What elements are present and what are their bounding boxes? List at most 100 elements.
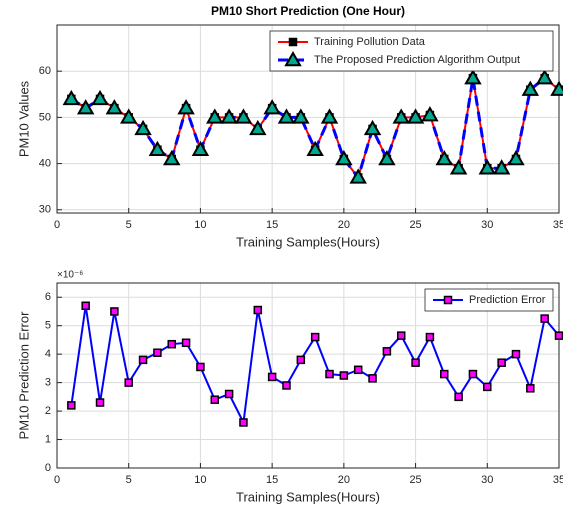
marker [148, 140, 167, 156]
chart-title: PM10 Short Prediction (One Hour) [211, 4, 405, 18]
legend-label: Prediction Error [469, 294, 546, 306]
marker [196, 362, 205, 372]
marker [95, 398, 105, 407]
marker [119, 108, 138, 124]
marker [282, 381, 291, 390]
marker [263, 99, 281, 115]
marker [296, 355, 306, 365]
marker [239, 418, 248, 427]
marker [105, 99, 124, 115]
marker [378, 149, 396, 166]
legend-label: The Proposed Prediction Algorithm Output [314, 54, 520, 66]
y-axis-label: PM10 Prediction Error [16, 311, 31, 440]
marker [81, 301, 90, 311]
marker [153, 348, 162, 357]
marker [363, 119, 382, 136]
y-tick-label: 6 [45, 291, 51, 303]
marker [454, 392, 463, 402]
marker [181, 338, 191, 348]
x-tick-label: 35 [553, 219, 563, 231]
marker [277, 108, 296, 124]
marker [425, 332, 435, 342]
marker [253, 305, 263, 315]
marker [339, 371, 349, 380]
marker [134, 119, 152, 136]
x-tick-label: 15 [266, 474, 278, 486]
marker [349, 168, 367, 184]
axes-box [56, 282, 560, 469]
x-tick-label: 35 [553, 474, 563, 486]
marker [76, 99, 95, 115]
marker [368, 374, 377, 383]
marker [306, 140, 324, 156]
marker [554, 331, 563, 340]
marker [310, 332, 320, 342]
marker [124, 378, 133, 387]
marker [396, 331, 406, 340]
marker [138, 355, 148, 365]
marker [62, 89, 81, 106]
y-tick-label: 50 [39, 111, 51, 123]
marker [224, 389, 234, 399]
legend-marker [284, 50, 302, 67]
x-tick-label: 25 [409, 219, 421, 231]
marker [406, 108, 425, 124]
marker [177, 99, 195, 115]
marker [210, 395, 220, 404]
marker [507, 149, 525, 166]
marker [464, 69, 482, 85]
marker [535, 69, 554, 85]
x-tick-label: 20 [338, 219, 350, 231]
x-tick-label: 5 [126, 474, 132, 486]
x-tick-label: 30 [481, 219, 493, 231]
legend-marker [443, 295, 453, 305]
marker [440, 369, 449, 379]
marker [435, 149, 453, 166]
marker [320, 108, 339, 124]
marker [335, 149, 353, 166]
marker [511, 349, 521, 359]
marker [421, 106, 439, 122]
y-multiplier: ×10⁻⁶ [57, 270, 83, 281]
marker [411, 358, 420, 367]
legend-box [424, 288, 554, 312]
y-tick-label: 4 [45, 348, 51, 360]
x-tick-label: 15 [266, 219, 278, 231]
marker [191, 140, 210, 156]
y-tick-label: 5 [45, 320, 51, 332]
y-axis-label: PM10 Values [16, 80, 31, 157]
marker [521, 80, 540, 96]
marker [220, 108, 238, 124]
x-tick-label: 30 [481, 474, 493, 486]
x-tick-label: 0 [54, 219, 60, 231]
y-tick-label: 40 [39, 157, 51, 169]
y-tick-label: 3 [45, 377, 51, 389]
marker [449, 159, 468, 175]
marker [382, 347, 392, 356]
legend-marker [288, 37, 298, 47]
x-tick-label: 5 [126, 219, 132, 231]
marker [91, 89, 109, 106]
marker [483, 382, 492, 392]
marker [234, 108, 253, 124]
marker [392, 108, 410, 124]
marker [110, 307, 119, 316]
marker [325, 369, 334, 379]
x-tick-label: 25 [409, 474, 421, 486]
x-axis-label: Training Samples(Hours) [236, 489, 380, 504]
y-tick-label: 60 [39, 65, 51, 77]
marker [67, 401, 76, 410]
marker [492, 159, 511, 175]
marker [292, 108, 310, 124]
marker [353, 365, 363, 375]
legend-box [269, 30, 554, 72]
y-tick-label: 2 [45, 405, 51, 417]
y-tick-label: 1 [45, 433, 51, 445]
y-tick-label: 30 [39, 204, 51, 216]
marker [167, 339, 176, 349]
axes-box [56, 24, 560, 214]
y-tick-label: 0 [45, 462, 51, 474]
x-tick-label: 10 [194, 219, 206, 231]
